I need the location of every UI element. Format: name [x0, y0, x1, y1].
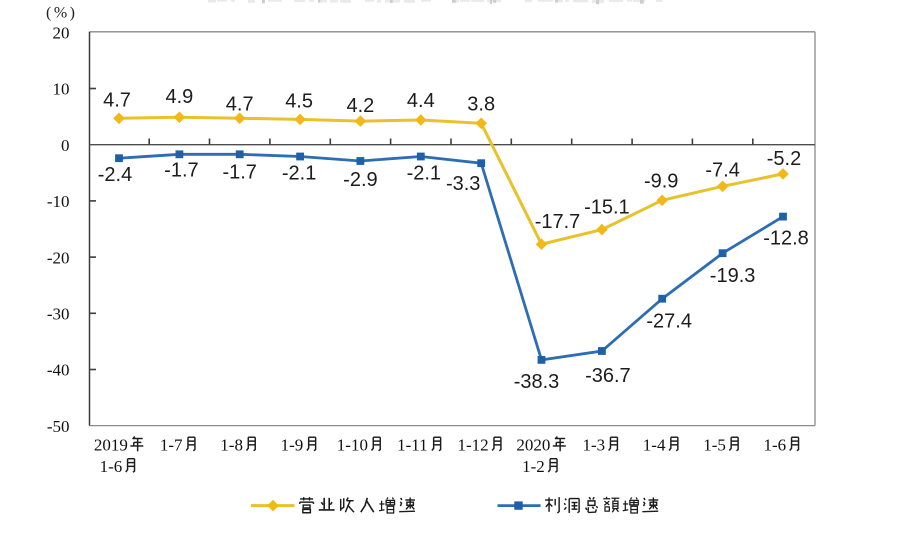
- svg-text:2020: 2020: [516, 436, 550, 455]
- svg-text:-10: -10: [47, 192, 70, 211]
- svg-text:10: 10: [53, 80, 70, 99]
- svg-text:1-6: 1-6: [764, 436, 787, 455]
- svg-text:4.4: 4.4: [407, 90, 435, 112]
- svg-text:1-8: 1-8: [220, 436, 243, 455]
- svg-text:4.9: 4.9: [165, 86, 193, 108]
- svg-text:1-3: 1-3: [583, 436, 606, 455]
- svg-text:1-10: 1-10: [337, 436, 368, 455]
- svg-text:-30: -30: [47, 305, 70, 324]
- svg-text:3.8: 3.8: [467, 93, 495, 115]
- svg-text:-1.7: -1.7: [164, 159, 198, 181]
- svg-text:-2.1: -2.1: [407, 163, 441, 185]
- svg-text:-1.7: -1.7: [222, 161, 256, 183]
- svg-text:2019: 2019: [94, 436, 128, 455]
- svg-text:-19.3: -19.3: [710, 265, 756, 287]
- svg-text:-5.2: -5.2: [767, 148, 801, 170]
- svg-text:-15.1: -15.1: [584, 197, 630, 219]
- svg-text:-9.9: -9.9: [644, 170, 678, 192]
- svg-text:1-4: 1-4: [643, 436, 666, 455]
- svg-text:-2.1: -2.1: [282, 163, 316, 185]
- svg-text:20: 20: [53, 24, 70, 43]
- svg-text:-50: -50: [47, 417, 70, 436]
- svg-text:-20: -20: [47, 248, 70, 267]
- svg-text:1-2: 1-2: [522, 457, 545, 476]
- svg-text:0: 0: [61, 136, 70, 155]
- svg-text:-2.4: -2.4: [98, 164, 132, 186]
- svg-text:1-9: 1-9: [281, 436, 304, 455]
- svg-text:-2.9: -2.9: [343, 169, 377, 191]
- svg-text:4.5: 4.5: [285, 90, 313, 112]
- svg-text:1-11: 1-11: [397, 436, 428, 455]
- svg-text:(%): (%): [46, 5, 77, 22]
- svg-text:-7.4: -7.4: [705, 159, 739, 181]
- svg-text:-38.3: -38.3: [514, 371, 560, 393]
- svg-text:1-6: 1-6: [100, 457, 123, 476]
- svg-text:1-5: 1-5: [703, 436, 726, 455]
- svg-text:-17.7: -17.7: [535, 211, 581, 233]
- svg-text:-27.4: -27.4: [646, 311, 692, 333]
- svg-text:4.2: 4.2: [346, 95, 374, 117]
- svg-text:4.7: 4.7: [103, 89, 131, 111]
- svg-text:4.7: 4.7: [226, 93, 254, 115]
- svg-text:1-7: 1-7: [160, 436, 183, 455]
- svg-text:-40: -40: [47, 361, 70, 380]
- svg-text:-36.7: -36.7: [585, 365, 631, 387]
- svg-text:-12.8: -12.8: [763, 228, 809, 250]
- svg-text:-3.3: -3.3: [446, 173, 480, 195]
- svg-text:1-12: 1-12: [458, 436, 489, 455]
